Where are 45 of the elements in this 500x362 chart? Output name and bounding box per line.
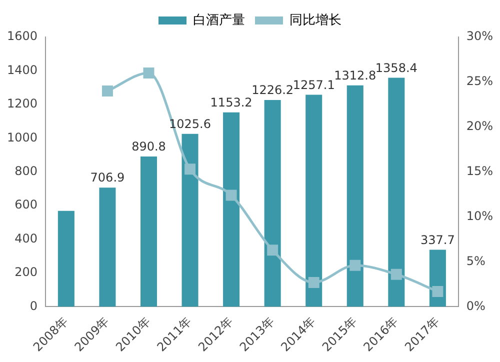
y2-tick-label: 20% [466,119,493,134]
y-tick-label: 800 [14,164,38,178]
data-label: 1226.2 [252,83,294,98]
y2-tick-label: 15% [466,164,493,178]
y-tick-label: 400 [14,231,38,246]
data-label: 1257.1 [292,78,335,92]
y-tick-label: 1200 [6,96,38,111]
data-label: 1025.6 [169,116,212,131]
y2-tick-label: 25% [466,74,493,88]
y-tick-label: 1600 [6,29,38,44]
bar [99,188,116,307]
data-label: 1153.2 [210,95,252,110]
bar [58,210,74,307]
point [184,164,196,175]
data-label: 706.9 [90,170,125,185]
point [226,190,237,201]
y-tick-label: 0 [30,298,38,313]
bar [223,112,240,307]
point [267,244,278,256]
bar [264,100,281,307]
legend-label: 白酒产量 [193,12,245,28]
bar [182,134,198,307]
bar [346,85,364,307]
y-tick-label: 1000 [6,130,38,144]
data-label: 1312.8 [334,68,376,83]
point [390,268,402,280]
data-label: 337.7 [420,232,455,247]
data-label: 890.8 [132,140,166,154]
y-tick-label: 1400 [6,62,38,77]
point [102,85,113,96]
data-label: 1358.4 [375,60,418,75]
bar [306,94,322,307]
point [308,276,320,288]
y2-tick-label: 0% [466,298,486,313]
legend-label: 同比增长 [290,12,342,28]
point [350,260,361,271]
y2-tick-label: 10% [466,208,493,223]
point [143,67,154,78]
y-tick-label: 200 [14,265,38,280]
y2-tick-label: 30% [466,29,493,44]
y2-tick-label: 5% [466,254,486,268]
bar [140,156,157,307]
point [432,286,444,297]
y-tick-label: 600 [14,198,38,212]
bar [388,78,405,307]
